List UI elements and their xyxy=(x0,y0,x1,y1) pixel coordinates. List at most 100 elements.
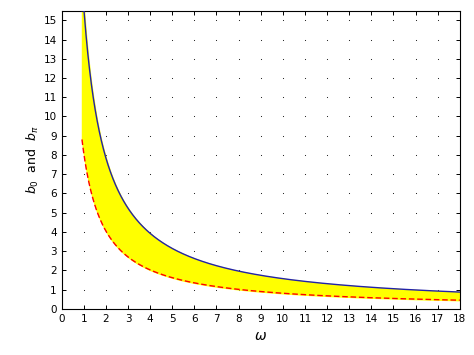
Point xyxy=(412,171,419,177)
Point xyxy=(434,56,441,61)
Point xyxy=(323,17,331,23)
Point xyxy=(323,287,331,293)
Point xyxy=(235,114,242,119)
Point xyxy=(390,248,397,254)
Point xyxy=(168,94,176,100)
Point xyxy=(191,268,198,273)
Point xyxy=(367,114,375,119)
Point xyxy=(257,248,264,254)
Point xyxy=(168,75,176,81)
Point xyxy=(390,210,397,215)
Point xyxy=(124,56,132,61)
Point xyxy=(124,152,132,158)
Point xyxy=(279,210,287,215)
Point xyxy=(323,56,331,61)
Point xyxy=(168,114,176,119)
Point xyxy=(323,268,331,273)
Point xyxy=(434,114,441,119)
Point xyxy=(367,287,375,293)
Point xyxy=(323,133,331,138)
Point xyxy=(456,268,464,273)
Point xyxy=(456,17,464,23)
Point xyxy=(80,17,88,23)
Point xyxy=(279,268,287,273)
Point xyxy=(191,287,198,293)
Point xyxy=(191,191,198,196)
Point xyxy=(323,37,331,42)
Point xyxy=(390,133,397,138)
Point xyxy=(146,75,154,81)
Point xyxy=(301,17,309,23)
Point xyxy=(213,210,220,215)
Point xyxy=(412,56,419,61)
Point xyxy=(146,268,154,273)
Point xyxy=(456,152,464,158)
Point xyxy=(235,75,242,81)
Point xyxy=(323,210,331,215)
Point xyxy=(80,210,88,215)
Point xyxy=(146,171,154,177)
Point xyxy=(346,152,353,158)
Point xyxy=(456,56,464,61)
Point xyxy=(323,229,331,235)
Point xyxy=(168,133,176,138)
Point xyxy=(434,287,441,293)
Point xyxy=(390,94,397,100)
Point xyxy=(213,114,220,119)
Point xyxy=(235,210,242,215)
Point xyxy=(279,191,287,196)
Point xyxy=(456,229,464,235)
Point xyxy=(191,133,198,138)
Point xyxy=(213,17,220,23)
Point xyxy=(279,56,287,61)
Point xyxy=(279,133,287,138)
Point xyxy=(168,268,176,273)
Point xyxy=(102,17,109,23)
Point xyxy=(346,171,353,177)
Point xyxy=(390,75,397,81)
Point xyxy=(412,75,419,81)
Point xyxy=(102,229,109,235)
Point xyxy=(279,248,287,254)
Point xyxy=(412,152,419,158)
Point xyxy=(124,114,132,119)
Point xyxy=(279,152,287,158)
Point xyxy=(456,191,464,196)
Point xyxy=(213,56,220,61)
Point xyxy=(168,287,176,293)
Point xyxy=(168,37,176,42)
Point xyxy=(346,37,353,42)
Point xyxy=(124,268,132,273)
Point xyxy=(191,152,198,158)
Point xyxy=(168,56,176,61)
Point xyxy=(191,248,198,254)
Point xyxy=(213,287,220,293)
Point xyxy=(301,229,309,235)
Point xyxy=(168,171,176,177)
Point xyxy=(412,229,419,235)
Point xyxy=(301,75,309,81)
Point xyxy=(456,171,464,177)
Point xyxy=(323,191,331,196)
Point xyxy=(80,191,88,196)
Point xyxy=(124,210,132,215)
Point xyxy=(412,287,419,293)
Point xyxy=(80,171,88,177)
Point xyxy=(124,75,132,81)
Point xyxy=(80,287,88,293)
Point xyxy=(390,191,397,196)
Point xyxy=(146,152,154,158)
Point xyxy=(323,94,331,100)
Point xyxy=(168,17,176,23)
Point xyxy=(124,17,132,23)
Point xyxy=(168,152,176,158)
Point xyxy=(456,94,464,100)
Point xyxy=(146,210,154,215)
Point xyxy=(235,287,242,293)
Point xyxy=(257,17,264,23)
Point xyxy=(301,114,309,119)
Point xyxy=(213,94,220,100)
Point xyxy=(390,229,397,235)
Point xyxy=(412,133,419,138)
Point xyxy=(191,210,198,215)
